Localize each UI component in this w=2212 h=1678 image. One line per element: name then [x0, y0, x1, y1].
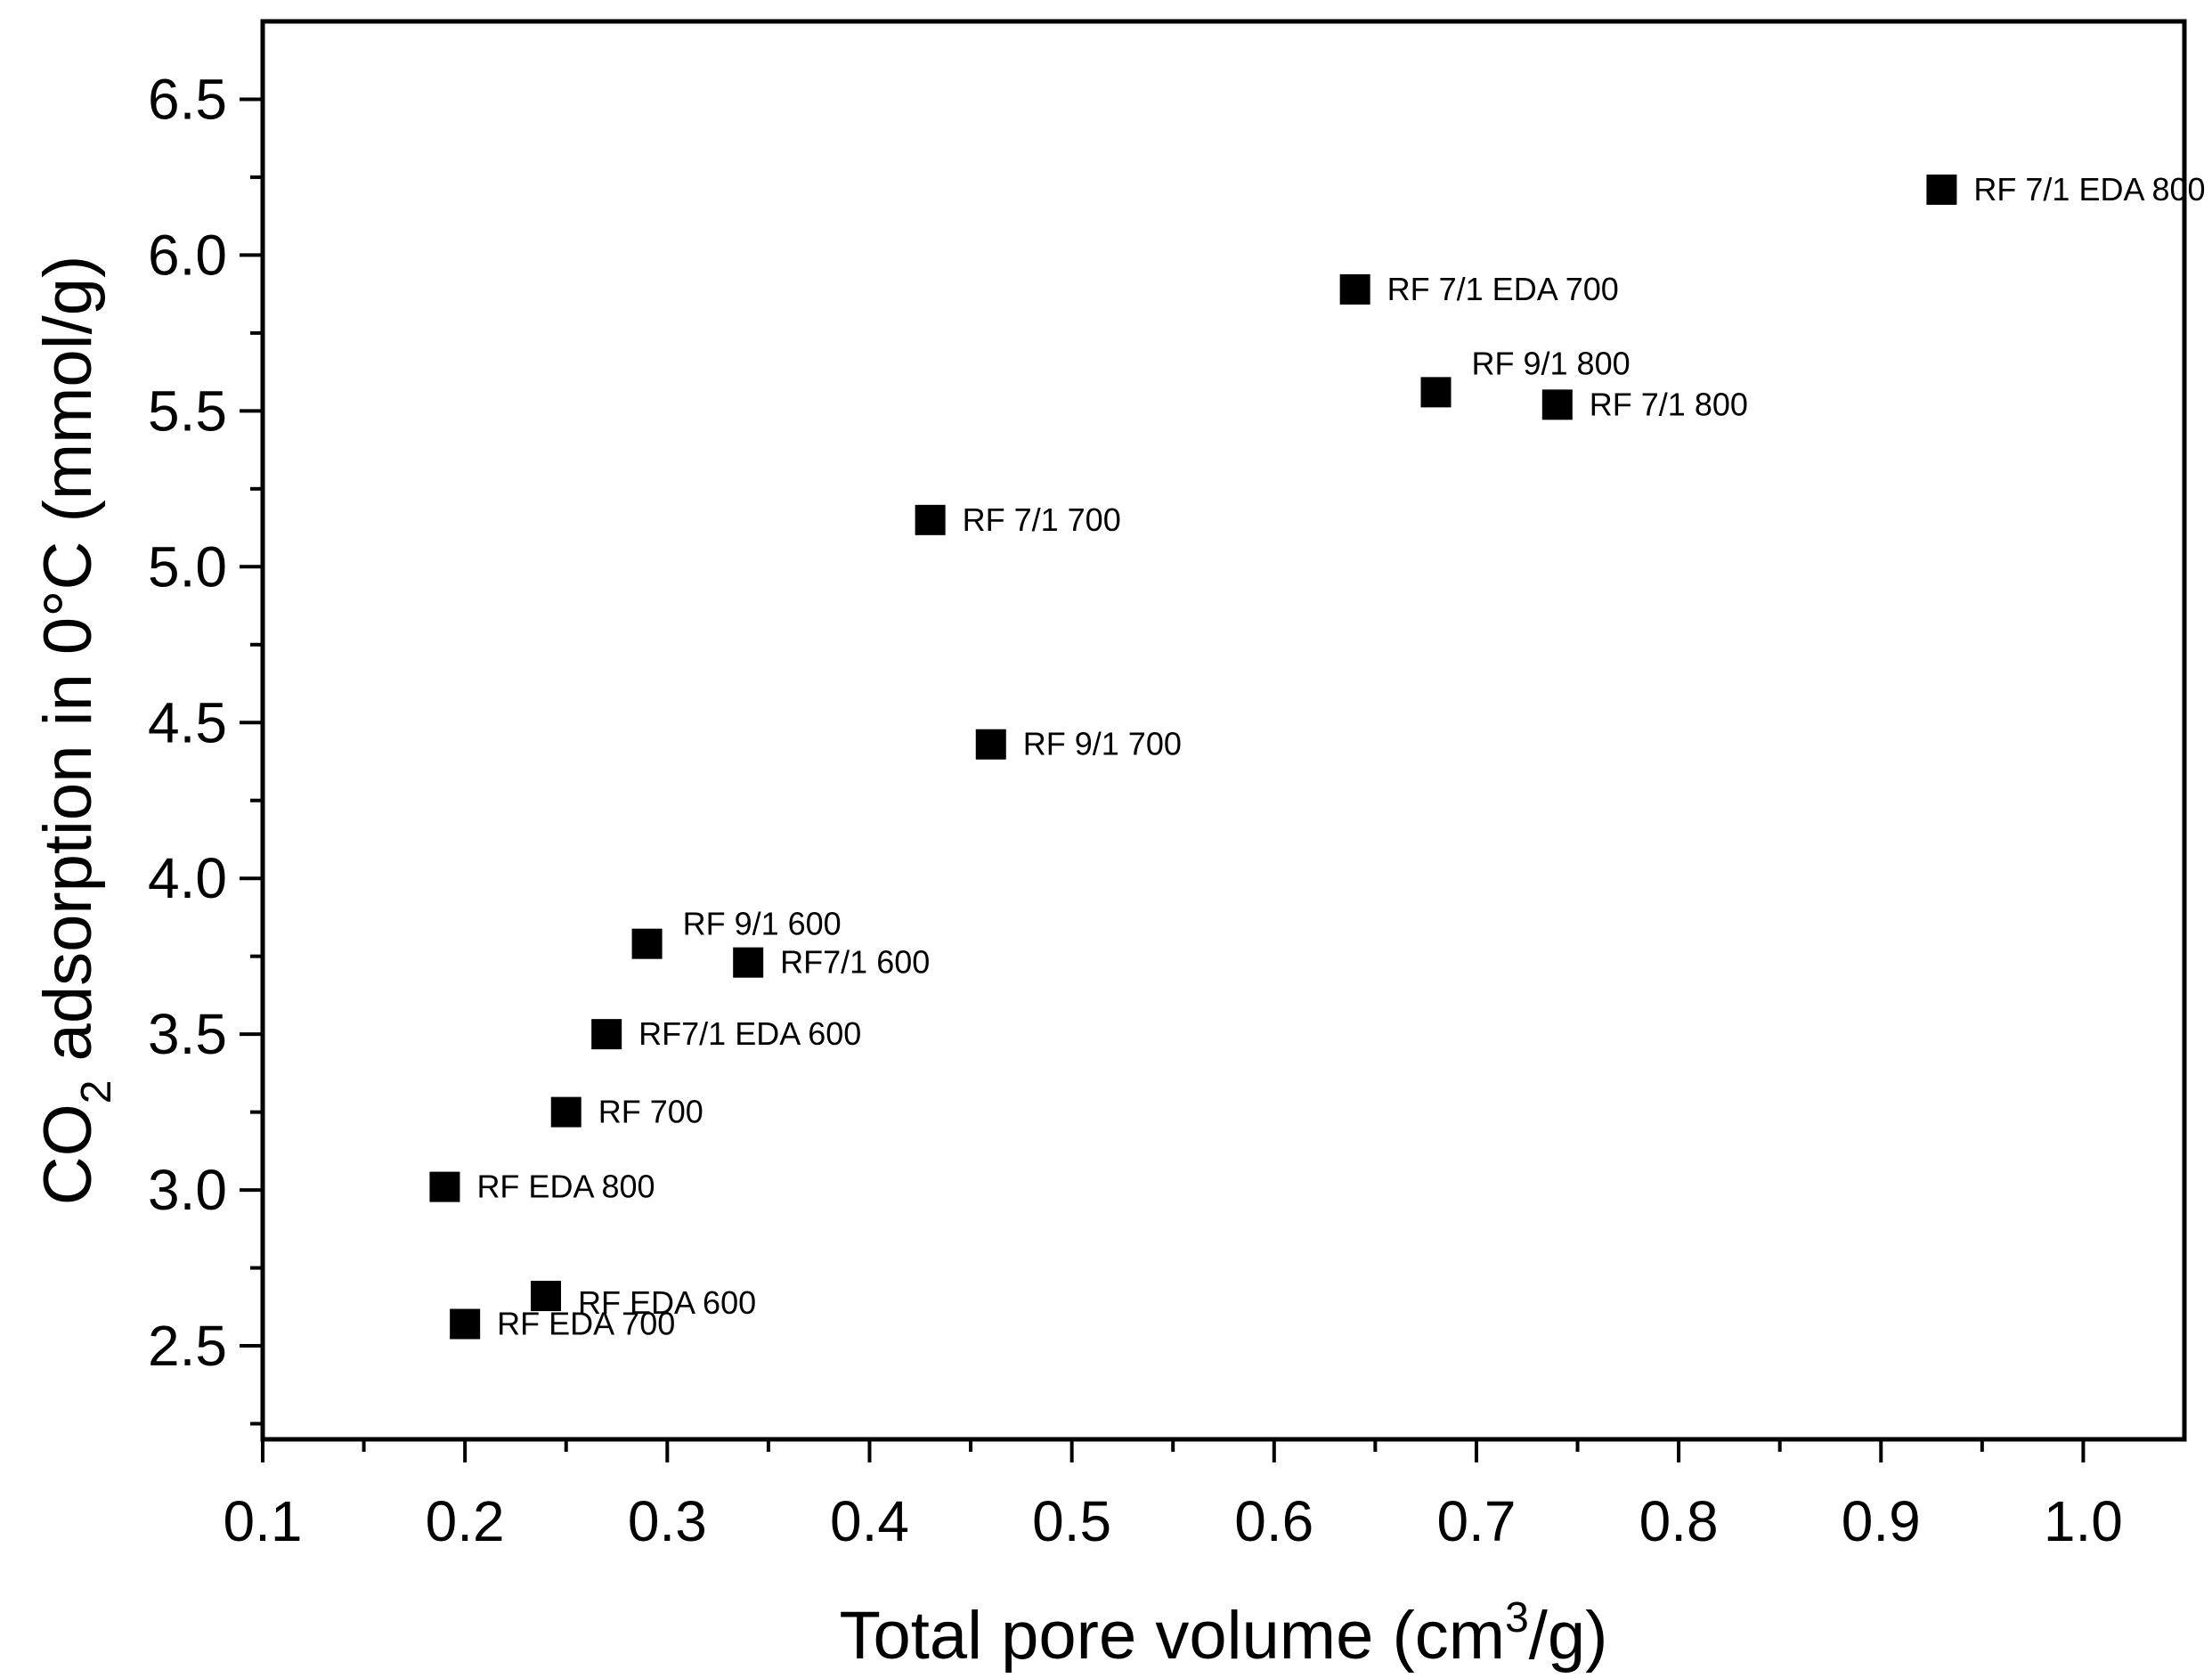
x-tick-label: 1.0 [2044, 1489, 2123, 1553]
y-tick-label: 2.5 [148, 1314, 227, 1378]
y-tick-label: 6.5 [148, 67, 227, 131]
data-label: RF 9/1 700 [1023, 726, 1182, 762]
x-tick-label: 0.4 [830, 1489, 909, 1553]
data-point [1926, 174, 1957, 205]
data-point [1339, 273, 1370, 305]
data-point [591, 1019, 622, 1050]
data-label: RF 700 [598, 1094, 703, 1130]
y-tick-label: 3.5 [148, 1002, 227, 1066]
data-label: RF7/1 600 [780, 944, 930, 981]
data-label: RF 9/1 800 [1472, 345, 1631, 381]
data-label: RF 7/1 EDA 700 [1387, 271, 1619, 307]
x-tick-label: 0.9 [1842, 1489, 1921, 1553]
x-tick-label: 0.3 [628, 1489, 707, 1553]
data-label: RF 7/1 EDA 800 [1973, 171, 2205, 208]
y-tick-label: 3.0 [148, 1158, 227, 1222]
x-tick-label: 0.8 [1639, 1489, 1719, 1553]
data-label: RF EDA 800 [476, 1169, 655, 1205]
data-point [631, 928, 663, 959]
data-point [1541, 389, 1573, 420]
plot-frame [260, 19, 2187, 1442]
data-point [975, 729, 1006, 760]
y-axis-ticks: 2.5 3.0 3.5 4.0 4.5 5.0 5.5 6.0 6.5 [148, 67, 263, 1426]
y-axis-title: CO2 adsorption in 0°C (mmol/g) [30, 256, 120, 1206]
y-tick-label: 5.5 [148, 379, 227, 443]
x-tick-label: 0.5 [1032, 1489, 1111, 1553]
data-points: RF 7/1 EDA 800 RF 7/1 EDA 700 RF 9/1 800 RF… [429, 171, 2206, 1342]
x-axis-ticks: 0.1 0.2 0.3 0.4 0.5 0.6 0.7 0.8 0.9 1.0 [224, 1439, 2123, 1553]
data-label: RF EDA 700 [497, 1306, 675, 1342]
data-point [531, 1281, 562, 1312]
data-point [429, 1171, 460, 1202]
x-tick-label: 0.6 [1234, 1489, 1313, 1553]
data-label: RF7/1 EDA 600 [638, 1015, 861, 1052]
y-tick-label: 5.0 [148, 534, 227, 599]
data-point [733, 947, 764, 978]
x-tick-label: 0.7 [1436, 1489, 1516, 1553]
x-tick-label: 0.1 [224, 1489, 303, 1553]
data-point [550, 1096, 581, 1128]
data-point [450, 1308, 481, 1340]
y-tick-label: 4.5 [148, 690, 227, 754]
data-label: RF EDA 600 [578, 1284, 756, 1321]
x-axis-title: Total pore volume (cm3/g) [839, 1594, 1607, 1674]
data-label: RF 7/1 800 [1590, 386, 1748, 422]
x-tick-label: 0.2 [426, 1489, 505, 1553]
data-label: RF 7/1 700 [963, 501, 1121, 538]
y-tick-label: 6.0 [148, 223, 227, 287]
y-tick-label: 4.0 [148, 846, 227, 910]
data-point [1420, 377, 1452, 408]
data-point [915, 504, 946, 535]
data-label: RF 9/1 600 [683, 906, 842, 942]
